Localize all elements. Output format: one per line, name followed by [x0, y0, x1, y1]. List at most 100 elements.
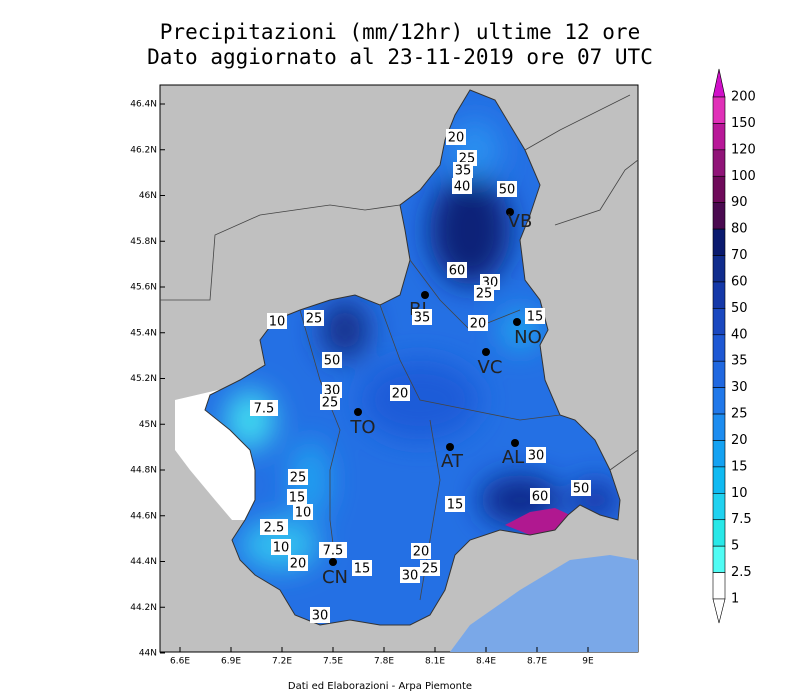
contour-label-bg: [319, 542, 347, 558]
lat-label: 45.6N: [130, 283, 157, 293]
city-dot: [513, 318, 521, 326]
contour-label-bg: [452, 178, 472, 194]
contour-label: 20: [470, 317, 487, 332]
contour-label-bg: [530, 488, 550, 504]
lat-label: 44N: [139, 649, 157, 659]
contour-label: 30: [528, 449, 545, 464]
city-dot: [446, 443, 454, 451]
legend-label: 70: [731, 248, 748, 263]
contour-label-bg: [288, 469, 308, 485]
contour-label-bg: [304, 310, 324, 326]
contour-label: 35: [414, 311, 431, 326]
contour-label-bg: [271, 539, 291, 555]
contour-label: 30: [312, 609, 329, 624]
lon-label: 9E: [582, 657, 594, 667]
legend-label: 40: [731, 327, 748, 342]
contour-label-bg: [267, 313, 287, 329]
contour-label: 50: [499, 183, 516, 198]
legend-swatch: [712, 493, 726, 521]
lon-label: 6.6E: [170, 657, 190, 667]
legend-swatch: [712, 175, 726, 203]
legend-swatch: [712, 202, 726, 230]
legend-swatch: [712, 255, 726, 283]
map: [159, 84, 639, 653]
legend-label: 15: [731, 459, 748, 474]
legend-label: 25: [731, 407, 748, 422]
city-label: VC: [478, 357, 503, 378]
city-dot: [421, 291, 429, 299]
contour-label: 15: [527, 310, 544, 325]
contour-label: 7.5: [254, 402, 275, 417]
city-label: AT: [441, 451, 464, 472]
contour-label: 25: [290, 471, 307, 486]
city-label: TO: [349, 417, 375, 438]
contour-label: 15: [447, 498, 464, 513]
contour-label: 25: [306, 312, 323, 327]
contour-label: 15: [289, 491, 306, 506]
legend-swatch: [712, 545, 726, 573]
contour-label: 10: [269, 315, 286, 330]
lon-label: 8.4E: [476, 657, 496, 667]
city-label: AL: [502, 447, 524, 468]
legend: 200 150 120 100 90 80 70 60 50 40 35 30 25 20 15 10 7.5 5…: [712, 68, 756, 624]
contour-label-bg: [287, 489, 307, 505]
contour-label: 25: [422, 562, 439, 577]
title: Precipitazioni (mm/12hr) ultime 12 ore: [160, 20, 640, 44]
contour-label-bg: [320, 394, 340, 410]
legend-swatch: [712, 334, 726, 362]
legend-swatch: [712, 360, 726, 388]
legend-label: 2.5: [731, 565, 752, 580]
lon-label: 8.1E: [425, 657, 445, 667]
contour-label: 60: [449, 264, 466, 279]
legend-label: 5: [731, 539, 739, 554]
contour-label: 50: [324, 354, 341, 369]
contour-label-bg: [260, 519, 288, 535]
contour-label-bg: [412, 309, 432, 325]
lat-label: 44.6N: [130, 511, 157, 521]
contour-label-bg: [445, 496, 465, 512]
contour-label: 25: [476, 287, 493, 302]
city-dot: [482, 348, 490, 356]
contour-label-bg: [322, 352, 342, 368]
legend-label: 10: [731, 486, 748, 501]
contour-label: 10: [295, 506, 312, 521]
legend-swatch: [712, 123, 726, 151]
contour-label-bg: [446, 129, 466, 145]
lat-label: 45N: [139, 420, 157, 430]
legend-swatch: [712, 96, 726, 124]
legend-label: 7.5: [731, 512, 752, 527]
lat-label: 46N: [139, 191, 157, 201]
contour-label-bg: [400, 567, 420, 583]
lon-label: 8.7E: [527, 657, 547, 667]
legend-swatch: [712, 228, 726, 256]
legend-label: 50: [731, 301, 748, 316]
lon-label: 7.5E: [323, 657, 343, 667]
credit: Dati ed Elaborazioni - Arpa Piemonte: [288, 681, 472, 692]
legend-swatch: [712, 519, 726, 547]
city-label: NO: [514, 327, 542, 348]
contour-label: 20: [290, 557, 307, 572]
contour-label-bg: [525, 308, 545, 324]
contour-label: 20: [392, 387, 409, 402]
legend-label: 1: [731, 592, 739, 607]
lat-label: 46.4N: [130, 100, 157, 110]
subtitle: Dato aggiornato al 23-11-2019 ore 07 UTC: [147, 45, 653, 69]
contour-label: 20: [413, 545, 430, 560]
lon-label: 6.9E: [221, 657, 241, 667]
contour-label-bg: [420, 560, 440, 576]
contour-label: 25: [322, 396, 339, 411]
legend-swatch: [712, 149, 726, 177]
contour-label: 20: [448, 131, 465, 146]
contour-label: 35: [455, 164, 472, 179]
contour-label-bg: [447, 262, 467, 278]
contour-label: 50: [573, 482, 590, 497]
legend-cap: [712, 598, 726, 624]
lat-label: 45.4N: [130, 328, 157, 338]
lat-label: 44.4N: [130, 557, 157, 567]
contour-label-bg: [310, 607, 330, 623]
contour-label: 7.5: [323, 544, 344, 559]
legend-swatch: [712, 440, 726, 468]
contour-label: 40: [454, 180, 471, 195]
legend-label: 20: [731, 433, 748, 448]
